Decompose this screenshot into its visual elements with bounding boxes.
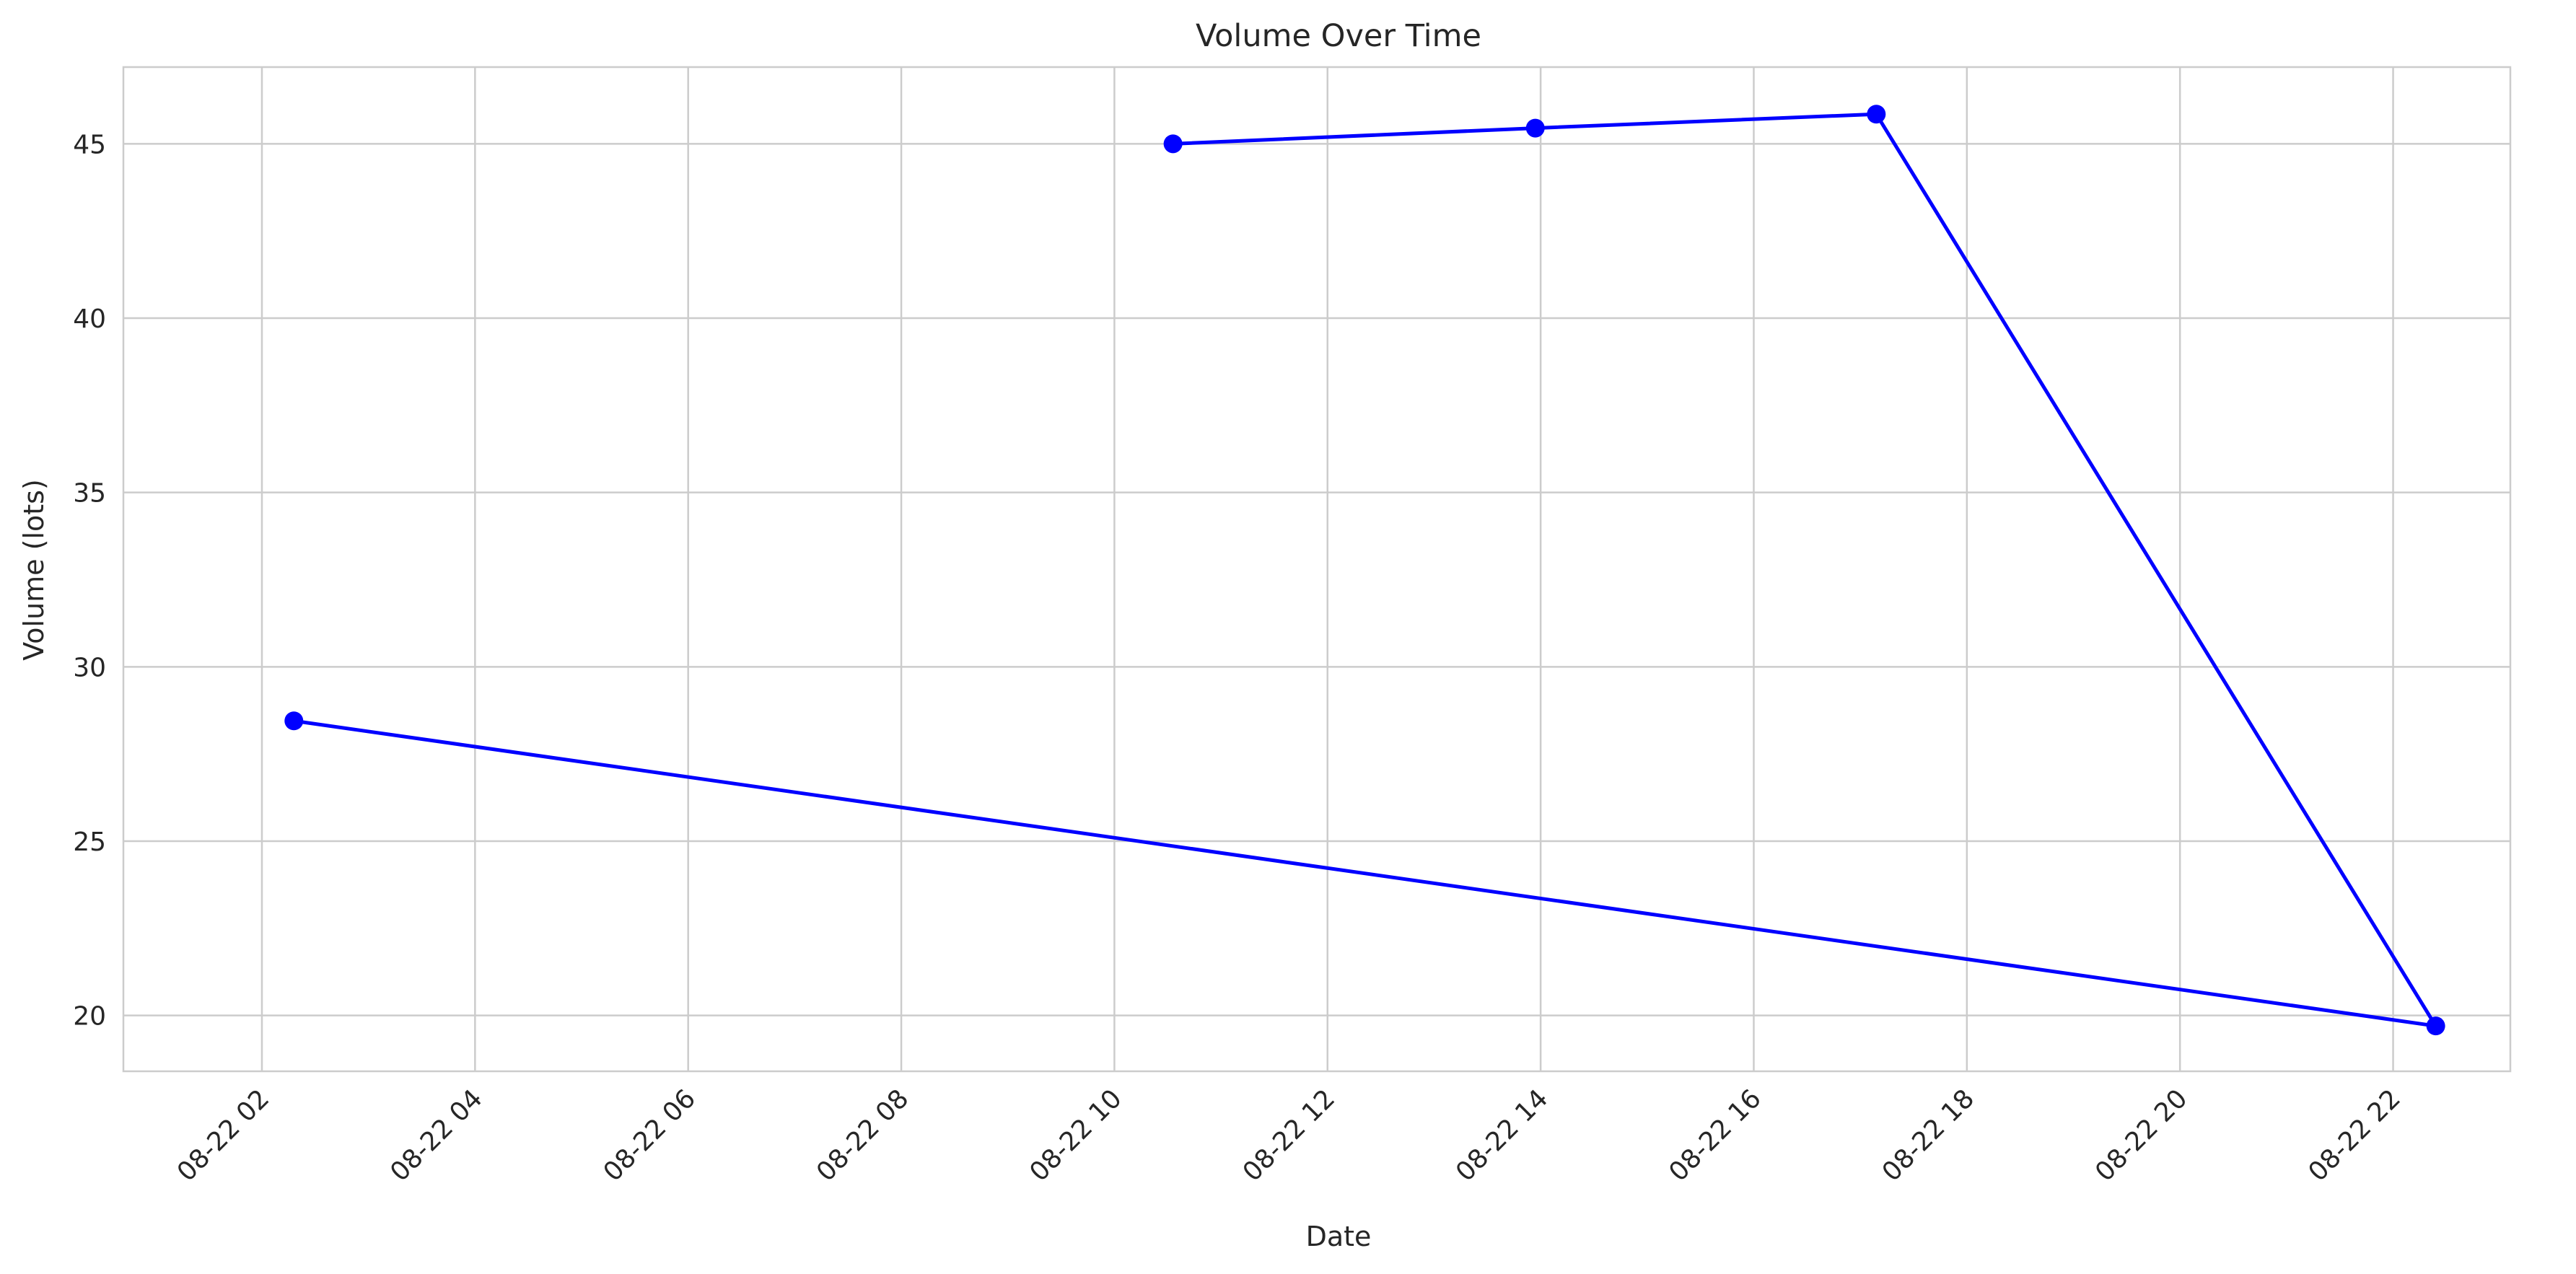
x-tick-label: 08-22 04	[385, 1084, 488, 1187]
x-tick-label: 08-22 22	[2303, 1084, 2406, 1187]
x-tick-label: 08-22 06	[598, 1084, 701, 1187]
plot-frame	[122, 66, 2512, 1073]
x-gridlines	[260, 67, 2394, 1071]
series-layer	[284, 105, 2445, 1036]
y-tick-label: 45	[73, 130, 106, 159]
y-tick-labels: 20 25 30 35 40 45	[73, 130, 106, 1031]
y-tick-label: 35	[73, 479, 106, 509]
chart-title: Volume Over Time	[1196, 18, 1481, 54]
y-axis-label: Volume (lots)	[18, 479, 50, 661]
x-tick-label: 08-22 10	[1024, 1084, 1127, 1187]
x-axis-label: Date	[1306, 1221, 1372, 1252]
x-tick-labels: 08-22 02 08-22 04 08-22 06 08-22 08 08-22 10…	[172, 1084, 2406, 1187]
x-tick-label: 08-22 20	[2090, 1084, 2193, 1187]
x-tick-label: 08-22 12	[1237, 1084, 1341, 1187]
y-tick-label: 25	[73, 827, 106, 857]
data-point	[1867, 105, 1886, 124]
x-tick-label: 08-22 14	[1450, 1084, 1554, 1187]
x-tick-label: 08-22 08	[811, 1084, 914, 1187]
data-point	[1525, 118, 1545, 138]
y-tick-label: 40	[73, 304, 106, 334]
y-gridlines	[123, 143, 2510, 1016]
x-tick-label: 08-22 18	[1877, 1084, 1980, 1187]
x-tick-label: 08-22 16	[1663, 1084, 1766, 1187]
x-tick-label: 08-22 02	[172, 1084, 275, 1187]
data-point	[2426, 1016, 2445, 1036]
y-tick-label: 20	[73, 1002, 106, 1032]
data-point	[284, 711, 304, 731]
y-tick-label: 30	[73, 653, 106, 682]
series-line	[292, 112, 2438, 1028]
data-point	[1163, 134, 1183, 154]
